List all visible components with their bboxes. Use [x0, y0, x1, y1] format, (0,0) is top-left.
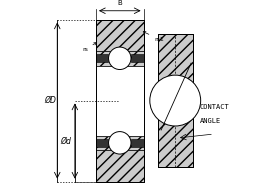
FancyBboxPatch shape — [158, 118, 193, 167]
Bar — [158, 34, 193, 167]
FancyBboxPatch shape — [96, 51, 119, 66]
FancyBboxPatch shape — [96, 150, 144, 182]
Bar — [158, 85, 164, 117]
Bar — [186, 85, 193, 117]
Text: Ød: Ød — [61, 137, 72, 146]
Bar — [158, 83, 193, 118]
Bar — [131, 54, 144, 62]
FancyBboxPatch shape — [126, 51, 144, 66]
Text: rs1: rs1 — [143, 32, 164, 42]
Bar — [96, 139, 108, 147]
FancyBboxPatch shape — [126, 135, 144, 150]
Bar — [158, 34, 193, 167]
Polygon shape — [186, 101, 193, 118]
FancyBboxPatch shape — [96, 20, 144, 51]
Text: rs: rs — [82, 43, 96, 52]
Polygon shape — [158, 83, 164, 101]
Text: ØD: ØD — [44, 96, 56, 105]
Text: ANGLE: ANGLE — [200, 118, 221, 124]
Bar — [131, 139, 144, 147]
Circle shape — [150, 75, 201, 126]
Bar — [96, 20, 144, 182]
Circle shape — [109, 132, 131, 154]
FancyBboxPatch shape — [158, 34, 193, 83]
Circle shape — [109, 47, 131, 70]
Bar — [96, 66, 144, 135]
Bar — [96, 54, 108, 62]
FancyBboxPatch shape — [96, 135, 119, 150]
Bar — [96, 20, 144, 182]
Text: B: B — [117, 0, 122, 6]
Text: CONTACT: CONTACT — [200, 104, 230, 110]
